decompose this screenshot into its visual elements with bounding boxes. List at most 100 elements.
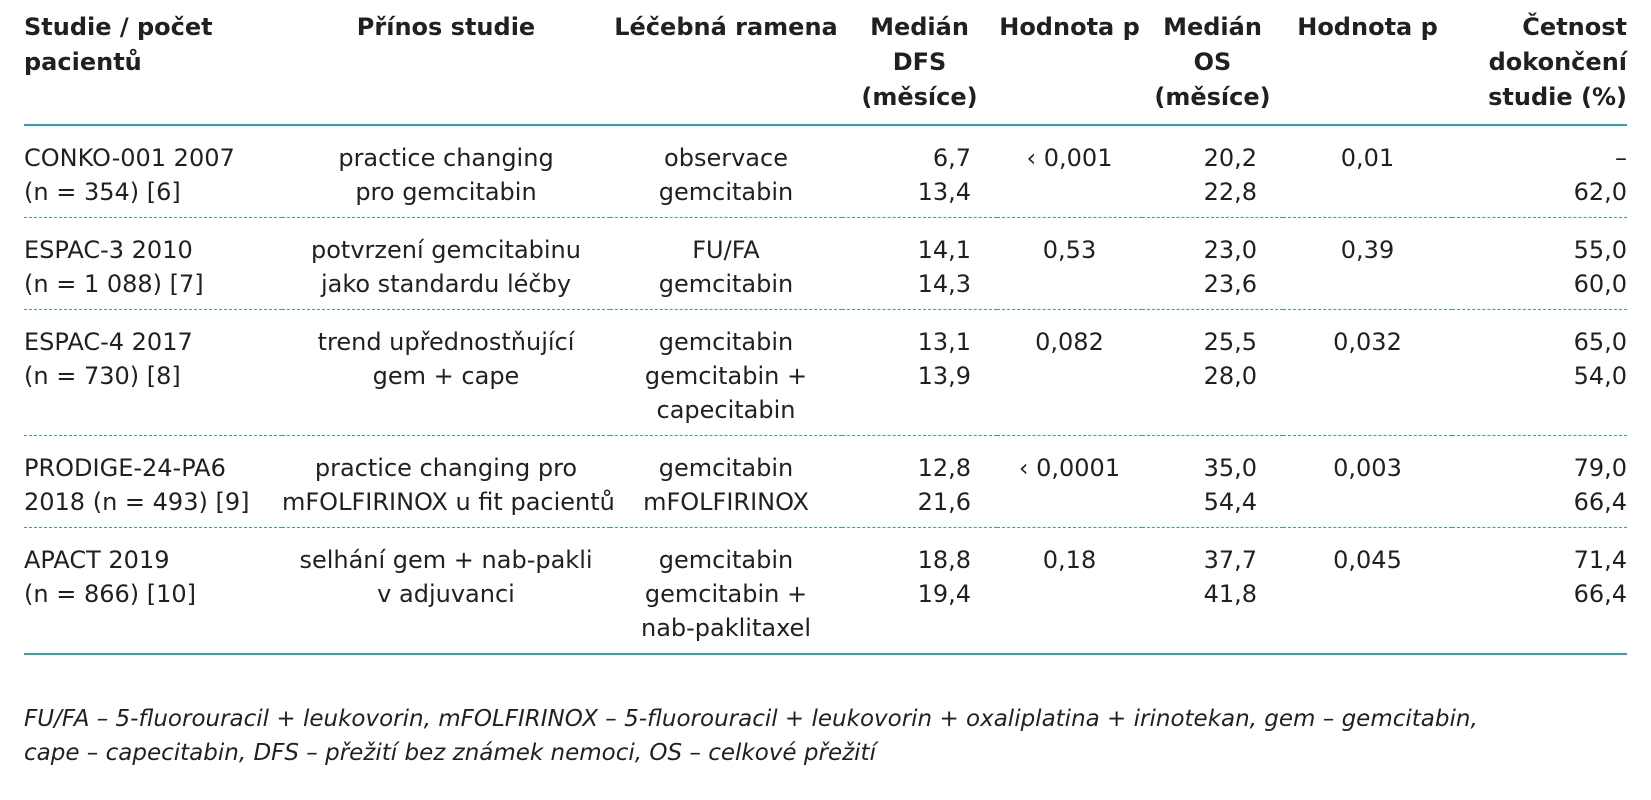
cell-line: 0,045 (1333, 546, 1402, 574)
cell-arms: gemcitabin gemcitabin + capecitabin (610, 310, 842, 436)
cell-line: 12,8 (917, 454, 971, 482)
cell-line: gemcitabin + (644, 362, 808, 390)
cell-line: 23,0 (1203, 236, 1257, 264)
header-arms: Léčebná ramena (610, 0, 842, 125)
cell-median-os: 37,7 41,8 (1142, 528, 1283, 655)
cell-line: OS (1193, 48, 1232, 76)
cell-line: ‹ 0,001 (1026, 144, 1113, 172)
cell-line: 0,39 (1340, 236, 1395, 264)
cell-line: 21,6 (917, 488, 971, 516)
header-p-os: Hodnota p (1283, 0, 1452, 125)
cell-line: gem + cape (372, 362, 520, 390)
cell-line: 2018 (n = 493) [9] (24, 488, 250, 516)
cell-line: studie (%) (1488, 83, 1627, 111)
cell-line: 6,7 (932, 144, 971, 172)
cell-benefit: trend upřednostňující gem + cape (282, 310, 610, 436)
header-median-os: Medián OS (měsíce) (1142, 0, 1283, 125)
cell-p-dfs: 0,082 (997, 310, 1142, 436)
cell-line: gemcitabin + (644, 580, 808, 608)
cell-arms: observace gemcitabin (610, 125, 842, 218)
cell-line: gemcitabin (658, 454, 794, 482)
cell-line: 20,2 (1203, 144, 1257, 172)
trials-table: Studie / počet pacientů Přínos studie Léčeb… (24, 0, 1627, 655)
cell-completion: 71,4 66,4 (1452, 528, 1627, 655)
cell-line: 0,53 (1042, 236, 1097, 264)
table-footnote: FU/FA – 5-fluorouracil + leukovorin, mFO… (24, 702, 1634, 770)
cell-completion: 55,0 60,0 (1452, 218, 1627, 310)
cell-median-dfs: 13,1 13,9 (842, 310, 997, 436)
cell-line: (n = 1 088) [7] (24, 270, 204, 298)
cell-line: Hodnota p (1297, 13, 1438, 41)
cell-line: 54,0 (1573, 362, 1627, 390)
cell-line: 60,0 (1573, 270, 1627, 298)
cell-line: 71,4 (1573, 546, 1627, 574)
cell-line: Četnost (1522, 13, 1627, 41)
cell-line: gemcitabin (658, 328, 794, 356)
header-completion: Četnost dokončení studie (%) (1452, 0, 1627, 125)
cell-line: 66,4 (1573, 580, 1627, 608)
cell-study: ESPAC-3 2010 (n = 1 088) [7] (24, 218, 282, 310)
cell-median-dfs: 14,1 14,3 (842, 218, 997, 310)
trials-table-container: Studie / počet pacientů Přínos studie Léčeb… (24, 0, 1627, 655)
cell-line: CONKO-001 2007 (24, 144, 235, 172)
cell-line: 35,0 (1203, 454, 1257, 482)
cell-line: Studie / počet (24, 13, 213, 41)
cell-line: trend upřednostňující (317, 328, 575, 356)
cell-line: 0,01 (1340, 144, 1395, 172)
table-row: PRODIGE-24-PA6 2018 (n = 493) [9] practice… (24, 436, 1627, 528)
cell-p-dfs: ‹ 0,001 (997, 125, 1142, 218)
cell-completion: 79,0 66,4 (1452, 436, 1627, 528)
footnote-line: FU/FA – 5-fluorouracil + leukovorin, mFO… (24, 706, 1478, 732)
cell-line: v adjuvanci (377, 580, 515, 608)
cell-line: 23,6 (1203, 270, 1257, 298)
header-benefit: Přínos studie (282, 0, 610, 125)
header-median-dfs: Medián DFS (měsíce) (842, 0, 997, 125)
cell-line: potvrzení gemcitabinu (311, 236, 581, 264)
cell-p-dfs: ‹ 0,0001 (997, 436, 1142, 528)
cell-line: jako standardu léčby (320, 270, 572, 298)
cell-median-os: 23,0 23,6 (1142, 218, 1283, 310)
cell-line: selhání gem + nab-pakli (299, 546, 593, 574)
footnote-line: cape – capecitabin, DFS – přežití bez zn… (24, 740, 876, 766)
cell-line: 14,1 (917, 236, 971, 264)
cell-line: 22,8 (1203, 178, 1257, 206)
cell-line: 0,18 (1042, 546, 1097, 574)
cell-line: (n = 354) [6] (24, 178, 181, 206)
cell-median-os: 25,5 28,0 (1142, 310, 1283, 436)
header-p-dfs: Hodnota p (997, 0, 1142, 125)
cell-line: APACT 2019 (24, 546, 170, 574)
cell-completion: 65,0 54,0 (1452, 310, 1627, 436)
cell-arms: gemcitabin mFOLFIRINOX (610, 436, 842, 528)
cell-p-dfs: 0,53 (997, 218, 1142, 310)
cell-line: Medián (870, 13, 969, 41)
table-row: ESPAC-3 2010 (n = 1 088) [7] potvrzení gem… (24, 218, 1627, 310)
cell-line: (n = 866) [10] (24, 580, 197, 608)
cell-p-dfs: 0,18 (997, 528, 1142, 655)
cell-line: 13,9 (917, 362, 971, 390)
cell-line: practice changing pro (314, 454, 578, 482)
cell-line: 0,082 (1035, 328, 1104, 356)
cell-p-os: 0,032 (1283, 310, 1452, 436)
table-body: CONKO-001 2007 (n = 354) [6] practice chan… (24, 125, 1627, 654)
table-row: APACT 2019 (n = 866) [10] selhání gem + na… (24, 528, 1627, 655)
cell-benefit: potvrzení gemcitabinu jako standardu léčb… (282, 218, 610, 310)
cell-median-os: 20,2 22,8 (1142, 125, 1283, 218)
cell-line: Medián (1163, 13, 1262, 41)
table-row: CONKO-001 2007 (n = 354) [6] practice chan… (24, 125, 1627, 218)
cell-benefit: selhání gem + nab-pakli v adjuvanci (282, 528, 610, 655)
cell-line: ‹ 0,0001 (1018, 454, 1121, 482)
cell-line: (měsíce) (1154, 83, 1271, 111)
cell-line: 14,3 (917, 270, 971, 298)
table-row: ESPAC-4 2017 (n = 730) [8] trend upřednost… (24, 310, 1627, 436)
cell-line: Léčebná ramena (614, 13, 838, 41)
cell-line: 13,1 (917, 328, 971, 356)
cell-line: pro gemcitabin (355, 178, 537, 206)
cell-study: PRODIGE-24-PA6 2018 (n = 493) [9] (24, 436, 282, 528)
cell-study: ESPAC-4 2017 (n = 730) [8] (24, 310, 282, 436)
cell-line: Přínos studie (356, 13, 536, 41)
cell-line: 55,0 (1573, 236, 1627, 264)
cell-arms: FU/FA gemcitabin (610, 218, 842, 310)
cell-benefit: practice changing pro mFOLFIRINOX u fit p… (282, 436, 615, 528)
cell-line: (n = 730) [8] (24, 362, 181, 390)
cell-study: APACT 2019 (n = 866) [10] (24, 528, 282, 655)
